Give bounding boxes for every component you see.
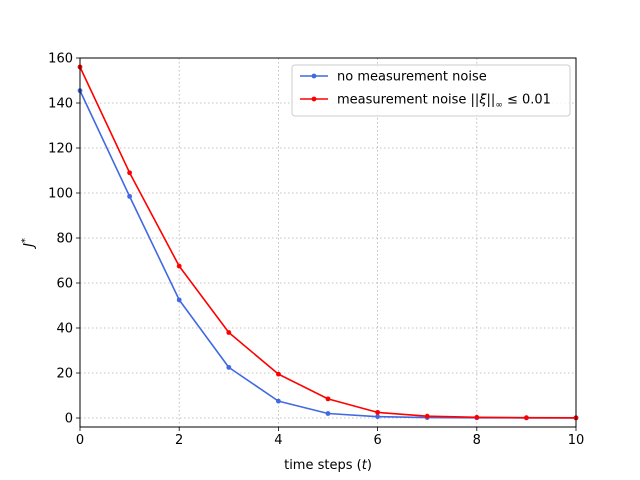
legend-entry: no measurement noise — [300, 70, 487, 85]
data-point — [524, 415, 529, 421]
x-tick-label: 2 — [175, 433, 183, 448]
x-tick-label: 4 — [274, 433, 282, 448]
legend-label-text: measurement noise — [337, 93, 471, 108]
y-tick-label: 0 — [65, 412, 73, 427]
y-tick-label: 160 — [48, 52, 73, 67]
legend: no measurement noise measurement noise ||… — [291, 64, 571, 117]
y-axis-ticks: 0 20 40 60 80 100 120 140 160 — [48, 52, 80, 427]
data-point — [176, 263, 182, 269]
data-point — [276, 371, 281, 377]
legend-label-math: ||ξ|| — [471, 93, 496, 108]
data-point — [375, 414, 380, 420]
y-axis-label-star: * — [20, 238, 31, 243]
plot-frame — [79, 57, 577, 428]
data-point — [226, 330, 232, 335]
data-point — [325, 396, 331, 402]
y-axis-label-j: J — [22, 243, 37, 250]
series-2 — [77, 64, 579, 421]
legend-label-tail: ≤ 0.01 — [503, 93, 551, 108]
legend-label-subscript: ∞ — [495, 101, 503, 111]
x-axis-ticks: 0 2 4 6 8 10 — [76, 427, 584, 448]
y-axis-label: J* — [20, 238, 37, 250]
data-point — [127, 170, 132, 176]
data-point — [226, 364, 232, 370]
series-layer — [77, 64, 579, 421]
data-point — [424, 413, 430, 419]
x-tick-label: 10 — [568, 433, 585, 448]
legend-box — [291, 64, 571, 117]
data-point — [375, 409, 380, 415]
y-tick-label: 100 — [48, 187, 73, 202]
x-axis-label: time steps (t) — [284, 458, 372, 473]
data-point — [325, 411, 331, 416]
x-axis-label-variable: t — [362, 458, 368, 473]
x-tick-label: 8 — [473, 433, 481, 448]
y-tick-label: 60 — [56, 277, 73, 292]
legend-label: no measurement noise — [337, 70, 487, 85]
legend-entry: measurement noise ||ξ||∞ ≤ 0.01 — [300, 93, 551, 111]
y-tick-label: 140 — [48, 97, 73, 112]
data-point — [474, 414, 480, 420]
y-tick-label: 120 — [48, 142, 73, 157]
y-tick-label: 20 — [56, 367, 73, 382]
legend-marker — [311, 73, 317, 79]
data-point — [176, 297, 182, 303]
x-tick-label: 6 — [373, 433, 381, 448]
legend-label: measurement noise ||ξ||∞ ≤ 0.01 — [337, 93, 551, 111]
y-tick-label: 40 — [56, 322, 73, 337]
data-point — [127, 193, 132, 199]
y-tick-label: 80 — [56, 232, 73, 247]
x-axis-label-suffix: ) — [367, 458, 372, 473]
data-point — [276, 398, 281, 404]
x-axis-label-prefix: time steps ( — [284, 458, 362, 473]
x-tick-label: 0 — [76, 433, 84, 448]
legend-marker — [311, 96, 317, 102]
